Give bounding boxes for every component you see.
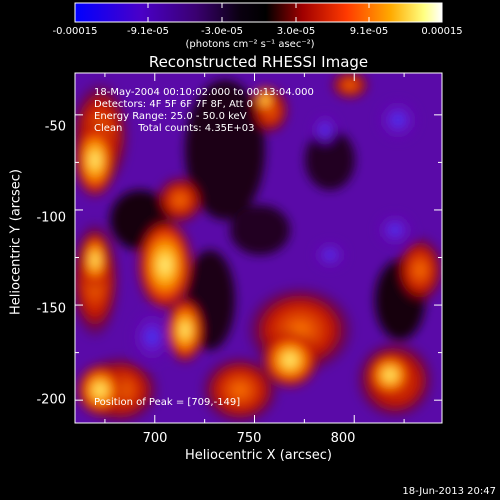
colorbar-tick-label: 0.00015 [421, 26, 463, 37]
chart-title: Reconstructed RHESSI Image [148, 53, 369, 71]
info-energy: Energy Range: 25.0 - 50.0 keV [94, 111, 247, 122]
x-axis-label: Heliocentric X (arcsec) [185, 448, 332, 463]
info-detectors: Detectors: 4F 5F 6F 7F 8F, Att 0 [94, 99, 254, 110]
colorbar-tick-label: -9.1e-05 [127, 26, 169, 37]
x-tick-label: 700 [142, 431, 168, 446]
y-tick-label: -200 [36, 392, 66, 408]
colorbar-units: (photons cm⁻² s⁻¹ asec⁻²) [185, 39, 315, 50]
x-tick-label: 800 [330, 431, 356, 446]
heatmap-image [75, 73, 442, 423]
timestamp: 18-Jun-2013 20:47 [402, 486, 496, 497]
peak-position: Position of Peak = [709,-149] [94, 397, 241, 408]
colorbar-tick-label: -3.0e-05 [201, 26, 243, 37]
y-axis-label: Heliocentric Y (arcsec) [8, 169, 24, 315]
colorbar-tick-label: 9.1e-05 [349, 26, 389, 37]
info-time-range: 18-May-2004 00:10:02.000 to 00:13:04.000 [94, 87, 314, 98]
info-clean: Clean Total counts: 4.35E+03 [94, 123, 255, 134]
y-tick-label: -150 [36, 301, 66, 317]
x-tick-label: 750 [236, 431, 262, 446]
colorbar-tick-label: -0.00015 [52, 26, 98, 37]
y-tick-label: -50 [44, 119, 66, 135]
colorbar-tick-label: 3.0e-05 [276, 26, 316, 37]
y-tick-label: -100 [36, 210, 66, 226]
